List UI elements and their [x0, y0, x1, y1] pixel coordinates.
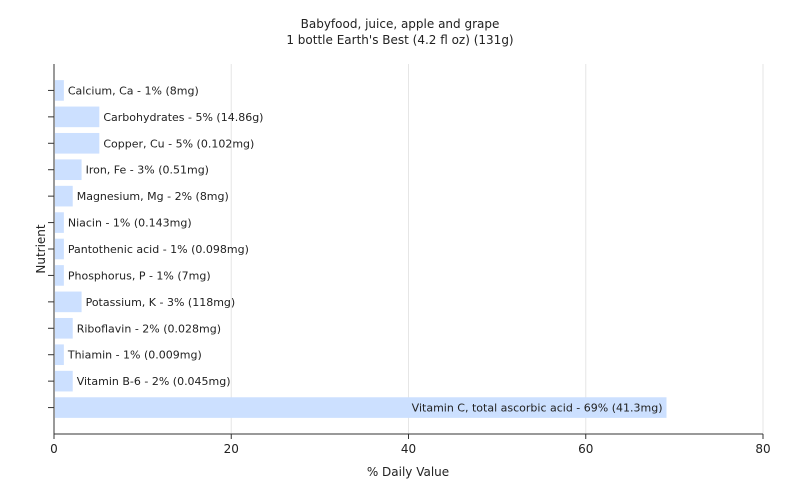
bar — [55, 106, 100, 128]
bar — [55, 291, 82, 313]
bar-label: Carbohydrates - 5% (14.86g) — [103, 111, 263, 124]
bar-label: Magnesium, Mg - 2% (8mg) — [77, 190, 229, 203]
x-tick-label: 40 — [401, 442, 416, 456]
bar — [55, 80, 64, 101]
x-tick-label: 60 — [578, 442, 593, 456]
chart-subtitle: 1 bottle Earth's Best (4.2 fl oz) (131g) — [286, 33, 513, 47]
bar-label: Vitamin B-6 - 2% (0.045mg) — [77, 375, 231, 388]
x-axis-label: % Daily Value — [367, 465, 449, 479]
bars: Calcium, Ca - 1% (8mg) Carbohydrates - 5%… — [55, 80, 667, 418]
bar — [55, 159, 82, 181]
bar-label: Pantothenic acid - 1% (0.098mg) — [68, 243, 249, 256]
bar — [55, 132, 100, 154]
grid-lines — [230, 64, 764, 434]
bar — [55, 265, 64, 286]
x-tick-label: 80 — [755, 442, 770, 456]
bar-label: Iron, Fe - 3% (0.51mg) — [86, 164, 209, 177]
x-tick-label: 20 — [224, 442, 239, 456]
chart-title: Babyfood, juice, apple and grape — [301, 17, 500, 31]
bar — [55, 397, 667, 418]
bar-label: Copper, Cu - 5% (0.102mg) — [103, 137, 254, 150]
bar — [55, 212, 64, 233]
bar — [55, 317, 73, 339]
bar-label: Thiamin - 1% (0.009mg) — [67, 349, 202, 362]
bar-label: Calcium, Ca - 1% (8mg) — [68, 84, 199, 97]
bar — [55, 238, 64, 260]
bar — [55, 370, 73, 392]
bar — [55, 344, 64, 366]
bar-label: Phosphorus, P - 1% (7mg) — [68, 269, 211, 282]
bar-label: Riboflavin - 2% (0.028mg) — [77, 322, 221, 335]
bar-label: Niacin - 1% (0.143mg) — [68, 217, 192, 230]
ticks: 0 20 40 60 80 — [48, 89, 771, 456]
bar-label: Vitamin C, total ascorbic acid - 69% (41… — [412, 402, 663, 415]
y-axis-label: Nutrient — [34, 224, 48, 274]
bar-label: Potassium, K - 3% (118mg) — [86, 296, 236, 309]
x-tick-label: 0 — [50, 442, 58, 456]
bar — [55, 185, 73, 207]
